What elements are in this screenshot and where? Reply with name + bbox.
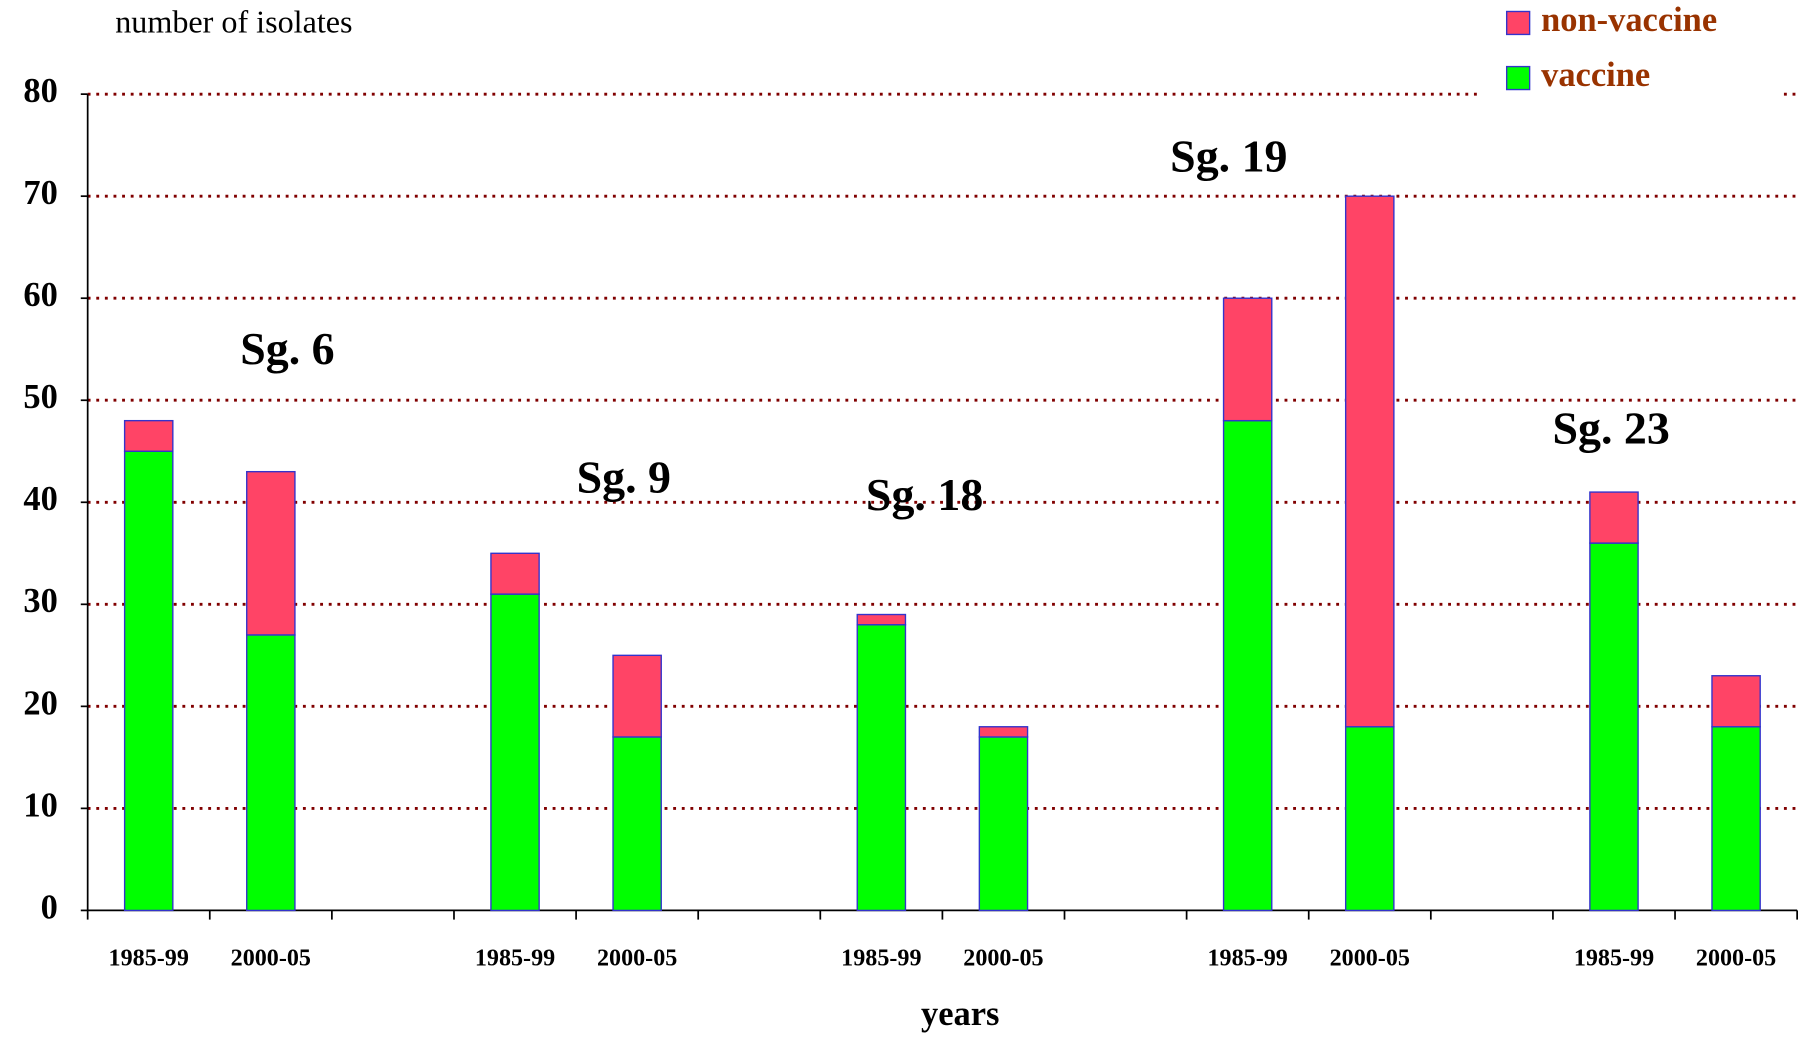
y-tick-label: 30 bbox=[23, 582, 57, 620]
bar-segment bbox=[612, 654, 662, 738]
annotation: Sg. 9 bbox=[577, 452, 671, 503]
annotation: Sg. 23 bbox=[1552, 402, 1669, 453]
x-tick-label: 1985-99 bbox=[1574, 945, 1654, 971]
bar-segment bbox=[1222, 297, 1273, 422]
x-tick-label: 1985-99 bbox=[475, 945, 555, 971]
legend-label: vaccine bbox=[1541, 56, 1650, 94]
annotation: Sg. 6 bbox=[240, 323, 334, 374]
y-tick-label: 80 bbox=[23, 72, 57, 110]
bar-segment bbox=[978, 736, 1029, 912]
x-tick-label: 2000-05 bbox=[963, 945, 1043, 971]
x-tick-label: 2000-05 bbox=[597, 945, 677, 971]
bar-segment bbox=[123, 419, 174, 452]
x-tick-label: 2000-05 bbox=[1696, 945, 1776, 971]
bar-segment bbox=[490, 552, 540, 595]
annotation: Sg. 19 bbox=[1170, 130, 1287, 181]
bar-segment bbox=[490, 593, 540, 912]
bar-segment bbox=[1589, 542, 1639, 912]
legend-background bbox=[1481, 0, 1780, 111]
bar-segment bbox=[612, 736, 662, 912]
bar-segment bbox=[856, 613, 907, 626]
bar-segment bbox=[246, 634, 296, 912]
y-tick-label: 20 bbox=[23, 684, 57, 722]
bar-segment bbox=[246, 470, 296, 636]
y-axis-label: number of isolates bbox=[115, 4, 352, 40]
x-tick-label: 1985-99 bbox=[1208, 945, 1288, 971]
y-tick-label: 70 bbox=[23, 174, 57, 212]
legend-swatch bbox=[1505, 65, 1531, 91]
bar-segment bbox=[1222, 419, 1273, 912]
bar-segment bbox=[1344, 195, 1395, 728]
bar-segment bbox=[1711, 726, 1761, 912]
annotation: Sg. 18 bbox=[866, 469, 983, 520]
legend-label: non-vaccine bbox=[1541, 1, 1717, 39]
x-tick-label: 2000-05 bbox=[1330, 945, 1410, 971]
bar-segment bbox=[856, 624, 907, 912]
bar-segment bbox=[1589, 491, 1639, 544]
y-tick-label: 0 bbox=[41, 888, 58, 926]
legend-swatch bbox=[1505, 10, 1531, 36]
y-tick-label: 40 bbox=[23, 480, 57, 518]
bar-segment bbox=[123, 450, 174, 912]
x-axis-label: years bbox=[921, 995, 999, 1033]
x-tick-label: 1985-99 bbox=[841, 945, 921, 971]
x-tick-label: 2000-05 bbox=[231, 945, 311, 971]
y-tick-label: 50 bbox=[23, 378, 57, 416]
y-tick-label: 10 bbox=[23, 786, 57, 824]
bar-segment bbox=[978, 726, 1029, 738]
y-tick-label: 60 bbox=[23, 276, 57, 314]
bar-segment bbox=[1344, 726, 1395, 912]
bar-segment bbox=[1711, 675, 1761, 728]
x-tick-label: 1985-99 bbox=[109, 945, 189, 971]
